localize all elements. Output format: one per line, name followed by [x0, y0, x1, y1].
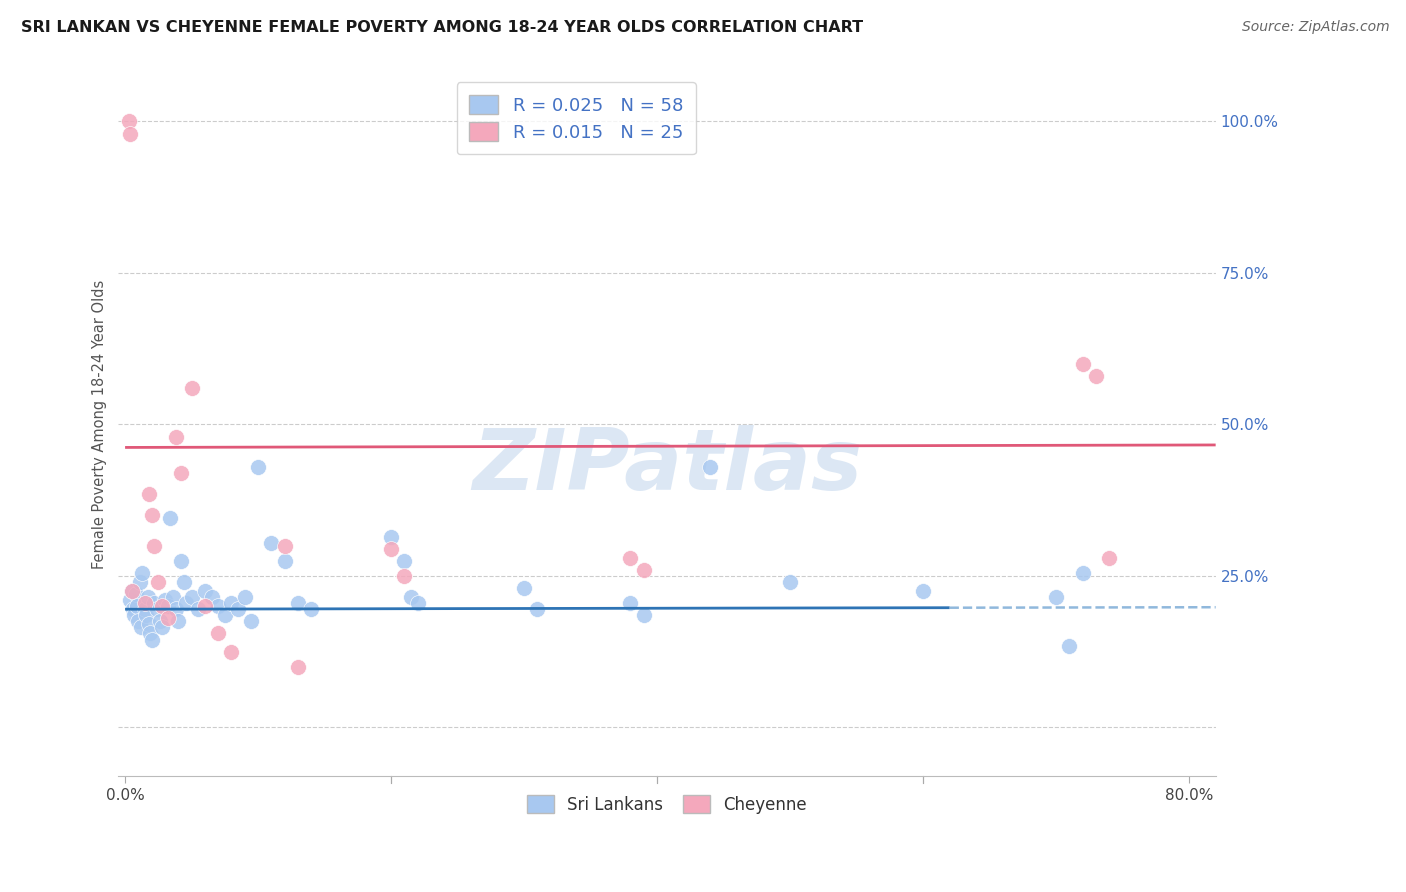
Point	[380, 529, 402, 543]
Point	[134, 602, 156, 616]
Point	[121, 584, 143, 599]
Point	[207, 599, 229, 614]
Point	[170, 554, 193, 568]
Point	[221, 645, 243, 659]
Point	[1098, 550, 1121, 565]
Point	[394, 569, 416, 583]
Point	[619, 596, 641, 610]
Point	[159, 511, 181, 525]
Point	[299, 602, 322, 616]
Point	[141, 632, 163, 647]
Point	[167, 615, 190, 629]
Point	[194, 584, 217, 599]
Point	[194, 599, 217, 614]
Point	[138, 617, 160, 632]
Point	[139, 626, 162, 640]
Point	[129, 620, 152, 634]
Point	[187, 602, 209, 616]
Point	[143, 596, 166, 610]
Point	[127, 615, 149, 629]
Point	[399, 590, 422, 604]
Point	[134, 596, 156, 610]
Point	[124, 608, 146, 623]
Point	[156, 599, 179, 614]
Point	[128, 574, 150, 589]
Legend: Sri Lankans, Cheyenne: Sri Lankans, Cheyenne	[520, 789, 814, 821]
Point	[156, 611, 179, 625]
Point	[131, 566, 153, 580]
Point	[146, 602, 169, 616]
Point	[260, 535, 283, 549]
Point	[162, 590, 184, 604]
Text: Source: ZipAtlas.com: Source: ZipAtlas.com	[1241, 20, 1389, 34]
Point	[173, 574, 195, 589]
Point	[406, 596, 429, 610]
Point	[125, 587, 148, 601]
Point	[125, 599, 148, 614]
Point	[699, 459, 721, 474]
Point	[273, 539, 295, 553]
Point	[121, 584, 143, 599]
Point	[226, 602, 249, 616]
Point	[214, 608, 236, 623]
Point	[1071, 566, 1094, 580]
Point	[143, 539, 166, 553]
Point	[273, 554, 295, 568]
Point	[1084, 368, 1107, 383]
Y-axis label: Female Poverty Among 18-24 Year Olds: Female Poverty Among 18-24 Year Olds	[93, 280, 107, 569]
Point	[118, 114, 141, 128]
Point	[170, 466, 193, 480]
Point	[200, 590, 222, 604]
Point	[153, 593, 176, 607]
Point	[233, 590, 256, 604]
Point	[513, 581, 536, 595]
Point	[135, 608, 157, 623]
Point	[1059, 639, 1081, 653]
Text: SRI LANKAN VS CHEYENNE FEMALE POVERTY AMONG 18-24 YEAR OLDS CORRELATION CHART: SRI LANKAN VS CHEYENNE FEMALE POVERTY AM…	[21, 20, 863, 35]
Point	[180, 590, 202, 604]
Point	[136, 590, 159, 604]
Point	[150, 620, 173, 634]
Point	[287, 596, 309, 610]
Point	[1071, 357, 1094, 371]
Point	[174, 596, 197, 610]
Point	[394, 554, 416, 568]
Point	[619, 550, 641, 565]
Point	[526, 602, 548, 616]
Point	[221, 596, 243, 610]
Point	[120, 593, 142, 607]
Point	[240, 615, 263, 629]
Point	[149, 615, 172, 629]
Point	[287, 660, 309, 674]
Point	[207, 626, 229, 640]
Point	[247, 459, 270, 474]
Point	[180, 381, 202, 395]
Point	[148, 574, 170, 589]
Point	[912, 584, 935, 599]
Text: ZIPatlas: ZIPatlas	[472, 425, 862, 508]
Point	[633, 563, 655, 577]
Point	[779, 574, 801, 589]
Point	[165, 602, 187, 616]
Point	[380, 541, 402, 556]
Point	[138, 487, 160, 501]
Point	[122, 602, 145, 616]
Point	[633, 608, 655, 623]
Point	[120, 127, 142, 141]
Point	[141, 508, 163, 523]
Point	[150, 599, 173, 614]
Point	[165, 429, 187, 443]
Point	[1045, 590, 1067, 604]
